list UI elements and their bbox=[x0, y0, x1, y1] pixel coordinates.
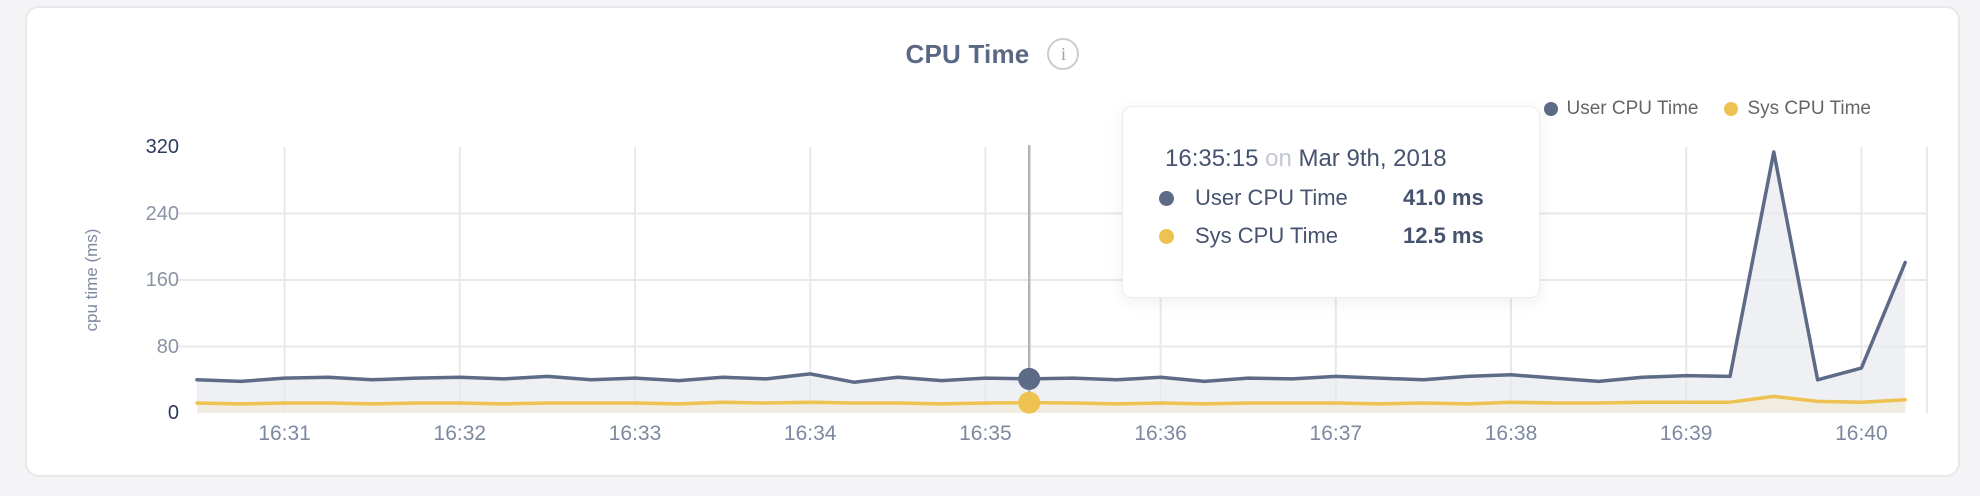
series-line-0 bbox=[195, 150, 1907, 384]
x-tick-label-16:37: 16:37 bbox=[1309, 422, 1363, 445]
tooltip-connector: on bbox=[1265, 145, 1292, 172]
y-tick-label-320: 320 bbox=[145, 136, 179, 158]
chart-tooltip: 16:35:15 on Mar 9th, 2018 User CPU Time … bbox=[1122, 106, 1540, 298]
sys-cpu-tooltip-dot bbox=[1159, 228, 1174, 244]
y-tick-label-240: 240 bbox=[145, 202, 179, 225]
x-tick-label-16:36: 16:36 bbox=[1134, 422, 1187, 445]
highlight-point-1 bbox=[1018, 391, 1041, 414]
chart-legend: User CPU Time Sys CPU Time bbox=[1543, 98, 1871, 120]
info-icon[interactable]: i bbox=[1047, 38, 1080, 70]
x-tick-label-16:39: 16:39 bbox=[1659, 422, 1713, 445]
cpu-time-card: CPU Time i User CPU Time Sys CPU Time cp… bbox=[25, 6, 1960, 477]
chart-header: CPU Time i bbox=[27, 38, 1958, 70]
legend-item-user-cpu-time[interactable]: User CPU Time bbox=[1543, 98, 1699, 120]
tooltip-user-value: 41.0 ms bbox=[1403, 185, 1484, 210]
y-tick-label-0: 0 bbox=[167, 402, 179, 424]
series-area-1 bbox=[197, 396, 1906, 413]
tooltip-date: Mar 9th, 2018 bbox=[1298, 145, 1447, 172]
highlight-point-0 bbox=[1018, 367, 1041, 390]
sys-cpu-legend-dot bbox=[1724, 102, 1739, 116]
legend-label-sys-cpu-time: Sys CPU Time bbox=[1747, 98, 1871, 119]
chart-title: CPU Time bbox=[905, 38, 1030, 69]
user-cpu-legend-dot bbox=[1543, 102, 1558, 116]
tooltip-timestamp: 16:35:15 on Mar 9th, 2018 bbox=[1165, 145, 1539, 173]
x-tick-label-16:40: 16:40 bbox=[1835, 422, 1888, 445]
x-tick-label-16:33: 16:33 bbox=[608, 422, 662, 445]
tooltip-sys-value: 12.5 ms bbox=[1403, 223, 1484, 248]
legend-item-sys-cpu-time[interactable]: Sys CPU Time bbox=[1724, 98, 1871, 120]
x-tick-label-16:35: 16:35 bbox=[959, 422, 1012, 445]
tooltip-row-sys-cpu: Sys CPU Time 12.5 ms bbox=[1159, 223, 1539, 249]
series-area-0 bbox=[197, 152, 1906, 413]
y-tick-label-160: 160 bbox=[145, 269, 179, 291]
x-tick-label-16:38: 16:38 bbox=[1484, 422, 1538, 445]
user-cpu-tooltip-dot bbox=[1159, 190, 1174, 206]
y-tick-label-80: 80 bbox=[156, 335, 179, 358]
y-axis-title: cpu time (ms) bbox=[82, 228, 101, 332]
tooltip-user-label: User CPU Time bbox=[1195, 185, 1348, 210]
x-tick-label-16:34: 16:34 bbox=[783, 422, 837, 445]
series-line-1 bbox=[195, 394, 1907, 406]
x-tick-label-16:32: 16:32 bbox=[433, 422, 487, 445]
legend-label-user-cpu-time: User CPU Time bbox=[1566, 98, 1699, 119]
cpu-time-chart[interactable]: cpu time (ms) 320 240 160 80 0 16:31 16:32 16:3… bbox=[27, 8, 1958, 475]
tooltip-sys-label: Sys CPU Time bbox=[1195, 223, 1339, 248]
tooltip-time: 16:35:15 bbox=[1165, 145, 1259, 172]
tooltip-row-user-cpu: User CPU Time 41.0 ms bbox=[1159, 185, 1539, 211]
chart-plot[interactable] bbox=[27, 8, 1980, 496]
x-tick-label-16:31: 16:31 bbox=[258, 422, 311, 445]
